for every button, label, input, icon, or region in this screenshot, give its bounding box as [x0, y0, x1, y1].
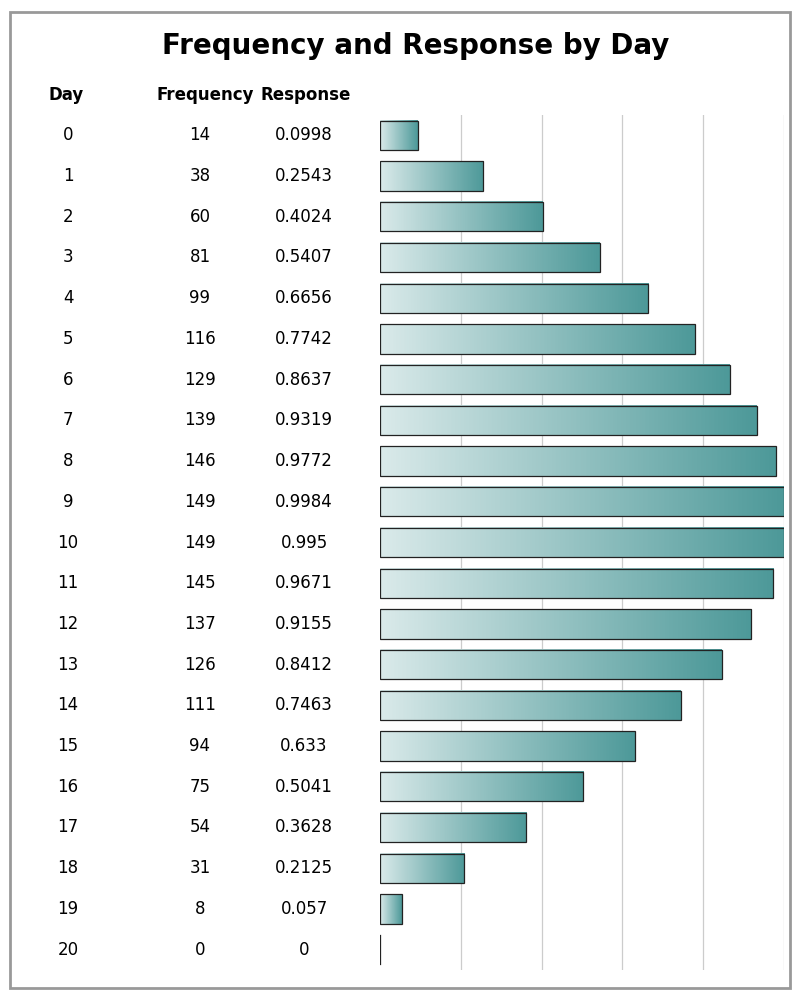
Bar	[380, 284, 649, 313]
Text: 126: 126	[184, 656, 216, 674]
Text: 8: 8	[194, 900, 206, 918]
Text: 0.6656: 0.6656	[275, 289, 333, 307]
Bar	[380, 446, 776, 476]
Bar	[380, 731, 635, 761]
Bar	[380, 691, 681, 720]
Text: 7: 7	[62, 411, 74, 429]
Bar	[380, 650, 722, 679]
Bar	[380, 487, 784, 516]
Bar	[380, 121, 418, 150]
Text: 0.995: 0.995	[280, 534, 328, 552]
Text: 0.633: 0.633	[280, 737, 328, 755]
Text: 149: 149	[184, 534, 216, 552]
Bar	[380, 894, 402, 924]
Text: 111: 111	[184, 696, 216, 714]
Text: 139: 139	[184, 411, 216, 429]
Text: 0.2543: 0.2543	[275, 167, 333, 185]
Text: 9: 9	[62, 493, 74, 511]
Text: 4: 4	[62, 289, 74, 307]
Text: 116: 116	[184, 330, 216, 348]
Text: 16: 16	[58, 778, 78, 796]
Text: 75: 75	[190, 778, 210, 796]
Text: 0.5041: 0.5041	[275, 778, 333, 796]
Text: 14: 14	[190, 126, 210, 144]
Text: 0.8637: 0.8637	[275, 371, 333, 389]
Text: 0.9319: 0.9319	[275, 411, 333, 429]
Text: 0.5407: 0.5407	[275, 248, 333, 266]
Text: Response: Response	[260, 86, 350, 104]
Text: 18: 18	[58, 859, 78, 877]
Bar	[380, 609, 751, 639]
Text: 38: 38	[190, 167, 210, 185]
Bar	[380, 854, 464, 883]
Text: 15: 15	[58, 737, 78, 755]
Text: 0.9984: 0.9984	[275, 493, 333, 511]
Bar	[380, 406, 757, 435]
Text: 0.9671: 0.9671	[275, 574, 333, 592]
Text: 19: 19	[58, 900, 78, 918]
Text: 149: 149	[184, 493, 216, 511]
Text: 0.0998: 0.0998	[275, 126, 333, 144]
Text: 94: 94	[190, 737, 210, 755]
Text: 6: 6	[62, 371, 74, 389]
Text: 1: 1	[62, 167, 74, 185]
Text: 0.9155: 0.9155	[275, 615, 333, 633]
Text: 146: 146	[184, 452, 216, 470]
Text: 3: 3	[62, 248, 74, 266]
Bar	[380, 813, 526, 842]
Text: Day: Day	[48, 86, 83, 104]
Text: 129: 129	[184, 371, 216, 389]
Bar	[380, 528, 784, 557]
Text: 11: 11	[58, 574, 78, 592]
Text: 0: 0	[298, 941, 310, 959]
Bar	[380, 202, 542, 231]
Bar	[380, 365, 730, 394]
Text: Frequency: Frequency	[156, 86, 254, 104]
Text: 137: 137	[184, 615, 216, 633]
Text: 2: 2	[62, 208, 74, 226]
Text: 12: 12	[58, 615, 78, 633]
Text: 60: 60	[190, 208, 210, 226]
Bar	[380, 324, 694, 354]
Text: 0.9772: 0.9772	[275, 452, 333, 470]
Bar	[380, 772, 583, 801]
Text: 99: 99	[190, 289, 210, 307]
Text: 8: 8	[62, 452, 74, 470]
Text: 145: 145	[184, 574, 216, 592]
Bar	[380, 243, 600, 272]
Text: 31: 31	[190, 859, 210, 877]
Text: 0.2125: 0.2125	[275, 859, 333, 877]
Text: Frequency and Response by Day: Frequency and Response by Day	[162, 32, 670, 60]
Text: 54: 54	[190, 818, 210, 836]
Bar	[380, 569, 773, 598]
Text: 0: 0	[62, 126, 74, 144]
Text: 0.057: 0.057	[280, 900, 328, 918]
Text: 0.7742: 0.7742	[275, 330, 333, 348]
Text: 0.4024: 0.4024	[275, 208, 333, 226]
Text: 81: 81	[190, 248, 210, 266]
Text: 10: 10	[58, 534, 78, 552]
Text: 0.8412: 0.8412	[275, 656, 333, 674]
Text: 13: 13	[58, 656, 78, 674]
Text: 17: 17	[58, 818, 78, 836]
Text: 0.3628: 0.3628	[275, 818, 333, 836]
Text: 5: 5	[62, 330, 74, 348]
Text: 14: 14	[58, 696, 78, 714]
Bar	[380, 161, 483, 191]
Text: 0: 0	[194, 941, 206, 959]
Text: 0.7463: 0.7463	[275, 696, 333, 714]
Text: 20: 20	[58, 941, 78, 959]
